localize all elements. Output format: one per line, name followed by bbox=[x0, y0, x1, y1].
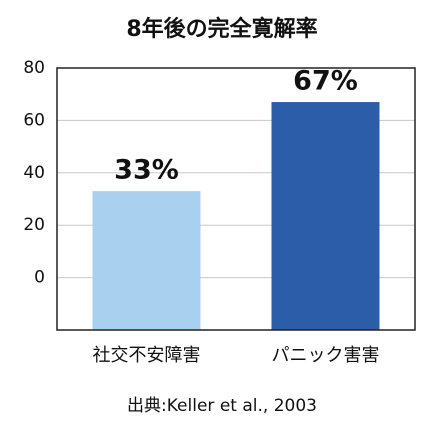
plot-frame bbox=[56, 67, 416, 331]
bar bbox=[271, 102, 380, 330]
bar bbox=[92, 191, 201, 330]
y-tick-label: 80 bbox=[23, 58, 45, 78]
y-tick-label: 0 bbox=[34, 268, 45, 288]
source: 出典:Keller et al., 2003 bbox=[127, 396, 317, 416]
chart-title: 8年後の完全寛解率 bbox=[126, 16, 317, 42]
y-tick-label: 40 bbox=[23, 163, 45, 183]
x-tick-label: 社交不安障害 bbox=[93, 345, 201, 366]
y-tick-label: 60 bbox=[23, 110, 45, 130]
value-label: 67% bbox=[293, 66, 358, 97]
value-label: 33% bbox=[114, 155, 179, 186]
x-tick-label: パニック害害 bbox=[272, 345, 380, 366]
y-tick-label: 20 bbox=[23, 215, 45, 235]
